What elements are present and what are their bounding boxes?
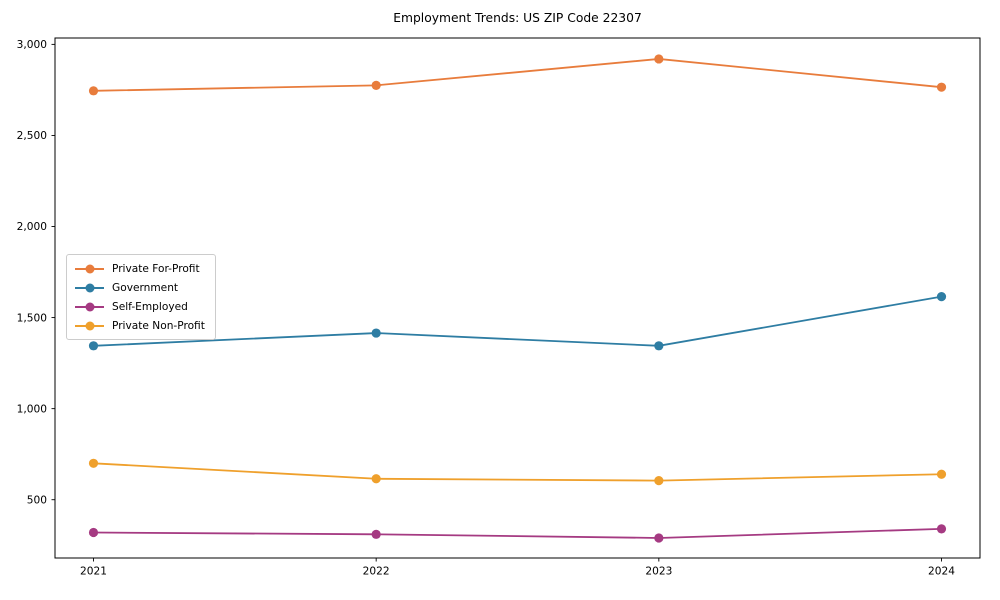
legend-label: Government [112,281,179,294]
legend-label: Self-Employed [112,300,188,313]
series-line-government [93,295,942,347]
data-point-self-employed-2023 [654,533,664,543]
chart-legend: Private For-Profit Government Self-Employe… [66,254,216,340]
legend-marker-icon [75,282,104,293]
plot-area-border [54,37,981,559]
data-point-private-non-profit-2024 [936,469,947,479]
chart-title: Employment Trends: US ZIP Code 22307 [393,11,642,25]
x-axis: 2021 2022 2023 2024 [80,558,955,578]
data-point-private-non-profit-2023 [654,475,664,486]
legend-label: Private For-Profit [112,262,200,275]
series-government [88,292,947,351]
data-point-private-for-profit-2023 [654,54,664,64]
x-tick-label: 2022 [363,566,390,578]
data-point-self-employed-2021 [88,527,99,538]
data-point-private-non-profit-2021 [88,458,99,468]
legend-item-private-non-profit: Private Non-Profit [75,318,205,333]
legend-item-private-for-profit: Private For-Profit [75,261,205,276]
legend-label: Private Non-Profit [112,319,205,332]
x-tick-label: 2021 [80,566,107,578]
data-point-private-for-profit-2022 [371,80,381,90]
y-tick-label: 3,000 [17,39,48,51]
series-line-self-employed [93,527,942,539]
data-point-government-2022 [371,328,381,338]
x-tick-label: 2023 [645,566,672,578]
series-private-for-profit [88,54,947,96]
legend-marker-icon [75,320,104,331]
data-point-private-non-profit-2022 [371,474,381,484]
legend-item-self-employed: Self-Employed [75,299,205,314]
data-point-government-2024 [936,292,947,302]
data-point-government-2021 [88,341,99,351]
data-point-government-2023 [654,341,664,351]
y-tick-label: 500 [27,494,47,506]
y-tick-label: 2,500 [17,130,48,142]
y-tick-label: 1,000 [17,403,48,415]
data-point-self-employed-2024 [936,524,947,534]
data-point-self-employed-2022 [371,529,381,539]
data-point-private-for-profit-2021 [88,86,99,96]
y-tick-label: 2,000 [17,221,48,233]
legend-marker-icon [75,301,104,312]
x-tick-label: 2024 [928,566,955,578]
legend-marker-icon [75,263,104,274]
series-self-employed [88,524,947,543]
series-line-private-non-profit [93,462,942,482]
data-point-private-for-profit-2024 [936,82,947,92]
legend-item-government: Government [75,280,205,295]
series-private-non-profit [88,458,947,486]
series-line-private-for-profit [93,58,942,92]
y-tick-label: 1,500 [17,312,48,324]
y-axis: 500 1,000 1,500 2,000 2,500 3,000 [17,39,55,506]
